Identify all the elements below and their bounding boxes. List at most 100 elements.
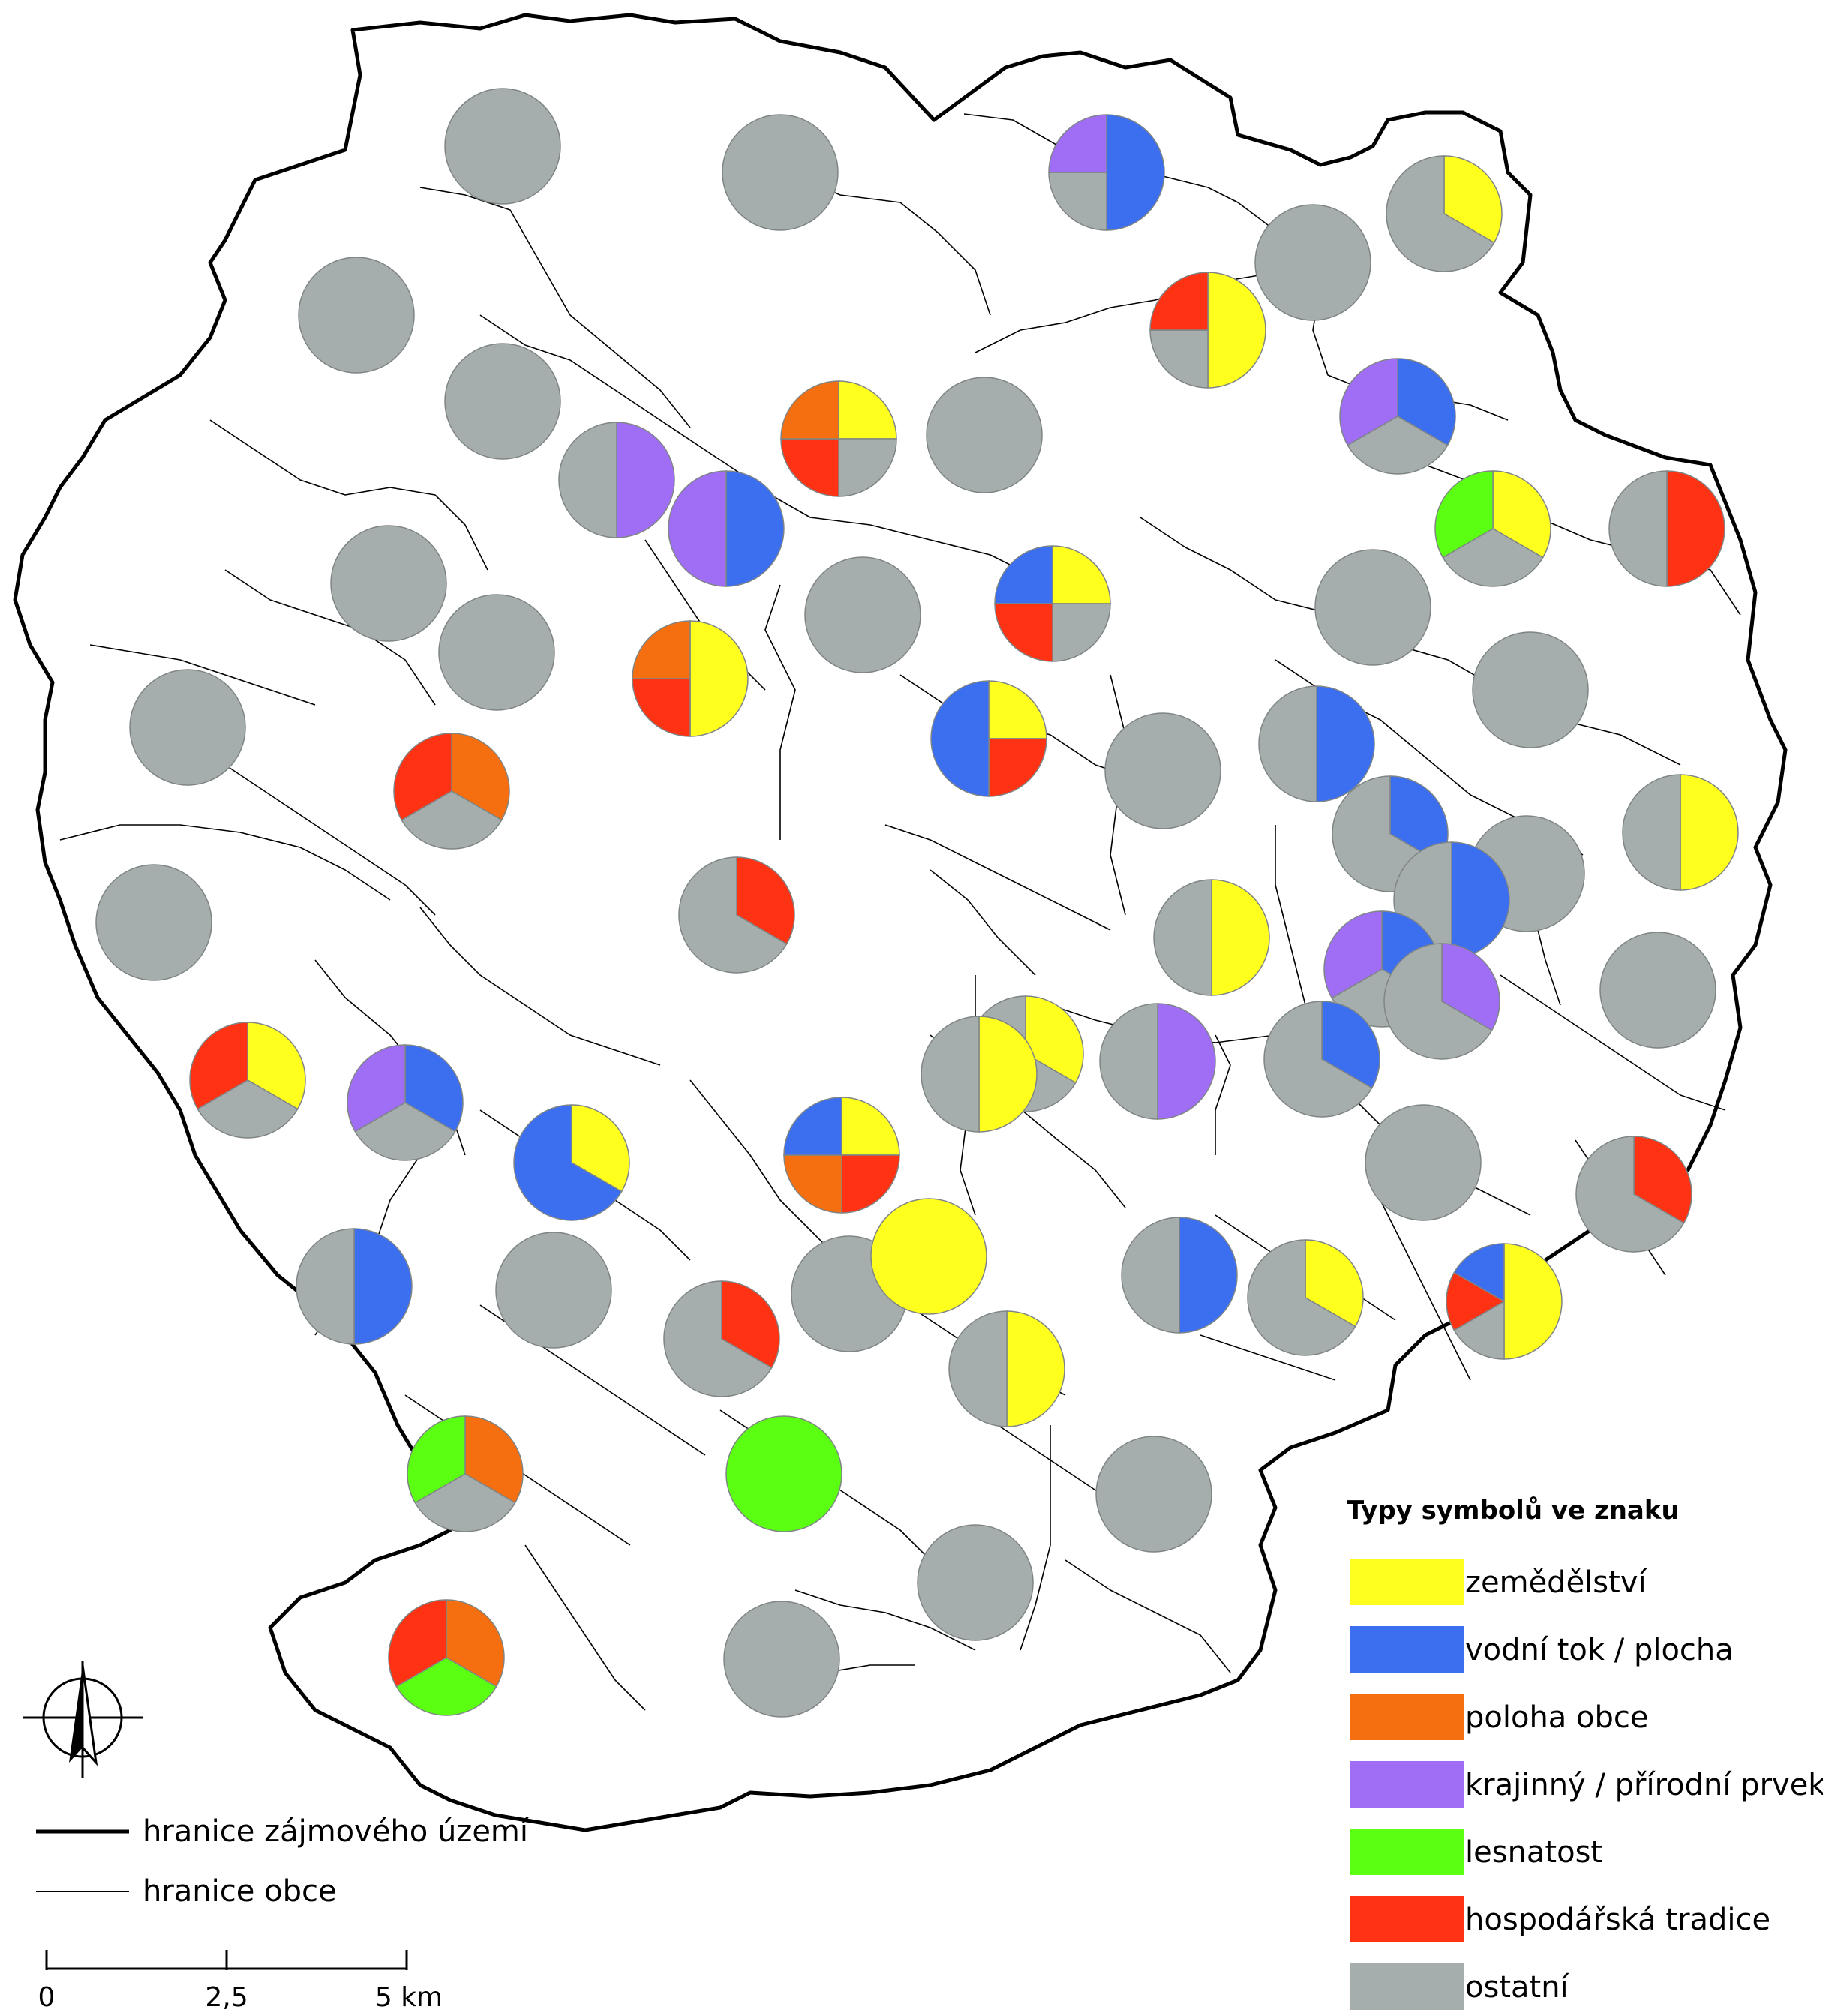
pie-slice-ostatni (722, 114, 839, 231)
pie-slice-ostatni (1052, 603, 1111, 662)
pie-slice-ostatni (1453, 1300, 1505, 1360)
pie-45 (783, 1096, 900, 1214)
pie-52 (1247, 1239, 1364, 1356)
pie-slice-hospodarska (1633, 1136, 1692, 1224)
pie-33 (95, 864, 212, 981)
pie-slice-ostatni (921, 1016, 980, 1132)
pie-18 (438, 594, 555, 711)
scale-label-0: 0 (38, 1982, 56, 2013)
pie-slice-ostatni (95, 864, 212, 981)
pie-slice-ostatni (948, 1310, 1008, 1427)
study-area-boundary (13, 13, 1788, 1832)
pie-slice-vodni (1321, 1000, 1380, 1089)
pie-8 (444, 343, 561, 460)
pie-slice-zemedelstvi (870, 1198, 987, 1315)
pie-slice-zemedelstvi (838, 380, 897, 440)
pie-slice-ostatni (1314, 549, 1431, 666)
pie-21 (1472, 632, 1589, 748)
pie-slice-krajinny (347, 1044, 406, 1132)
pie-slice-ostatni (1254, 204, 1371, 321)
pie-slice-vodni (513, 1104, 623, 1221)
pie-slice-ostatni (1263, 1000, 1373, 1118)
pie-slice-ostatni (438, 594, 555, 711)
legend-swatch-poloha (1350, 1694, 1464, 1740)
pie-1 (444, 88, 561, 205)
pie-slice-krajinny (616, 422, 675, 538)
pie-slice-hospodarska (393, 733, 452, 821)
pie-slice-vodni (1106, 114, 1165, 231)
pie-slice-zemedelstvi (247, 1022, 306, 1110)
legend-swatch-lesnatost (1350, 1828, 1464, 1875)
pie-slice-lesnatost (725, 1415, 842, 1532)
pie-slice-krajinny (1323, 910, 1383, 999)
symbol-type-legend: Typy symbolů ve znaku zemědělství vodní t… (1347, 1496, 1823, 2010)
pie-slice-ostatni (197, 1079, 299, 1138)
pie-slice-zemedelstvi (689, 620, 749, 737)
pie-slice-ostatni (1095, 1436, 1212, 1552)
pie-5 (1254, 204, 1371, 321)
scale-bar: 0 2,5 5 km (38, 1950, 443, 2013)
pie-slice-ostatni (917, 1524, 1034, 1641)
pie-11 (558, 422, 675, 538)
pie-slice-poloha (446, 1599, 505, 1688)
pie-59 (1095, 1436, 1212, 1552)
pie-slice-hospodarska (1149, 272, 1209, 331)
pie-55 (663, 1280, 780, 1397)
pie-slice-lesnatost (407, 1415, 466, 1504)
pie-44 (921, 1016, 1038, 1132)
pie-slice-vodni (404, 1044, 464, 1132)
legend-label-ostatni: ostatní (1465, 1970, 1570, 2005)
pie-40 (1383, 943, 1500, 1060)
pie-26 (1104, 712, 1221, 830)
pie-61 (723, 1600, 840, 1718)
pie-20 (129, 669, 246, 786)
legend-swatch-hospodarska (1350, 1896, 1464, 1942)
pie-57 (407, 1415, 524, 1532)
pie-slice-ostatni (296, 1228, 355, 1345)
legend-label-poloha: poloha obce (1465, 1700, 1649, 1735)
pie-slice-ostatni (1099, 1003, 1158, 1120)
pie-slice-ostatni (663, 1280, 773, 1397)
pie-slice-krajinny (668, 470, 727, 587)
pie-slice-ostatni (298, 256, 415, 374)
pie-62 (388, 1599, 505, 1716)
pie-slice-ostatni (1104, 712, 1221, 830)
legend-label-lesnatost: lesnatost (1465, 1835, 1602, 1870)
pie-slice-ostatni (1121, 1216, 1180, 1334)
pie-slice-hospodarska (632, 678, 691, 737)
pie-slice-poloha (464, 1415, 524, 1504)
pie-slice-ostatni (401, 790, 503, 850)
pie-slice-ostatni (926, 376, 1043, 494)
boundary-legend: hranice zájmového území hranice obce (36, 1814, 530, 1909)
pie-56 (495, 1232, 612, 1348)
pie-47 (1575, 1136, 1692, 1252)
pie-19 (994, 545, 1111, 662)
pie-slice-hospodarska (841, 1154, 900, 1214)
pie-12 (668, 470, 785, 587)
pie-41 (189, 1022, 306, 1138)
pie-slice-zemedelstvi (1211, 879, 1270, 996)
pie-slice-ostatni (723, 1600, 840, 1718)
pie-slice-ostatni (1472, 632, 1589, 748)
pie-48 (296, 1228, 413, 1345)
pie-60 (917, 1524, 1034, 1641)
pie-slice-ostatni (1599, 932, 1716, 1048)
pie-slice-vodni (1316, 686, 1375, 802)
scale-label-mid: 2,5 (205, 1982, 248, 2013)
pie-51 (1121, 1216, 1238, 1334)
pie-43 (513, 1104, 630, 1221)
pie-slice-ostatni (1347, 416, 1449, 475)
pie-slice-poloha (780, 380, 839, 440)
pie-slice-ostatni (1575, 1136, 1685, 1252)
pie-slice-ostatni (129, 669, 246, 786)
coat-of-arms-pie-charts (95, 88, 1739, 1718)
pie-6 (298, 256, 415, 374)
pie-slice-ostatni (1386, 155, 1495, 272)
pie-slice-ostatni (804, 556, 921, 674)
pie-36 (1599, 932, 1716, 1048)
pie-39 (1263, 1000, 1380, 1118)
pie-16 (330, 525, 447, 642)
pie-slice-ostatni (1622, 774, 1681, 891)
pie-9 (780, 380, 897, 497)
